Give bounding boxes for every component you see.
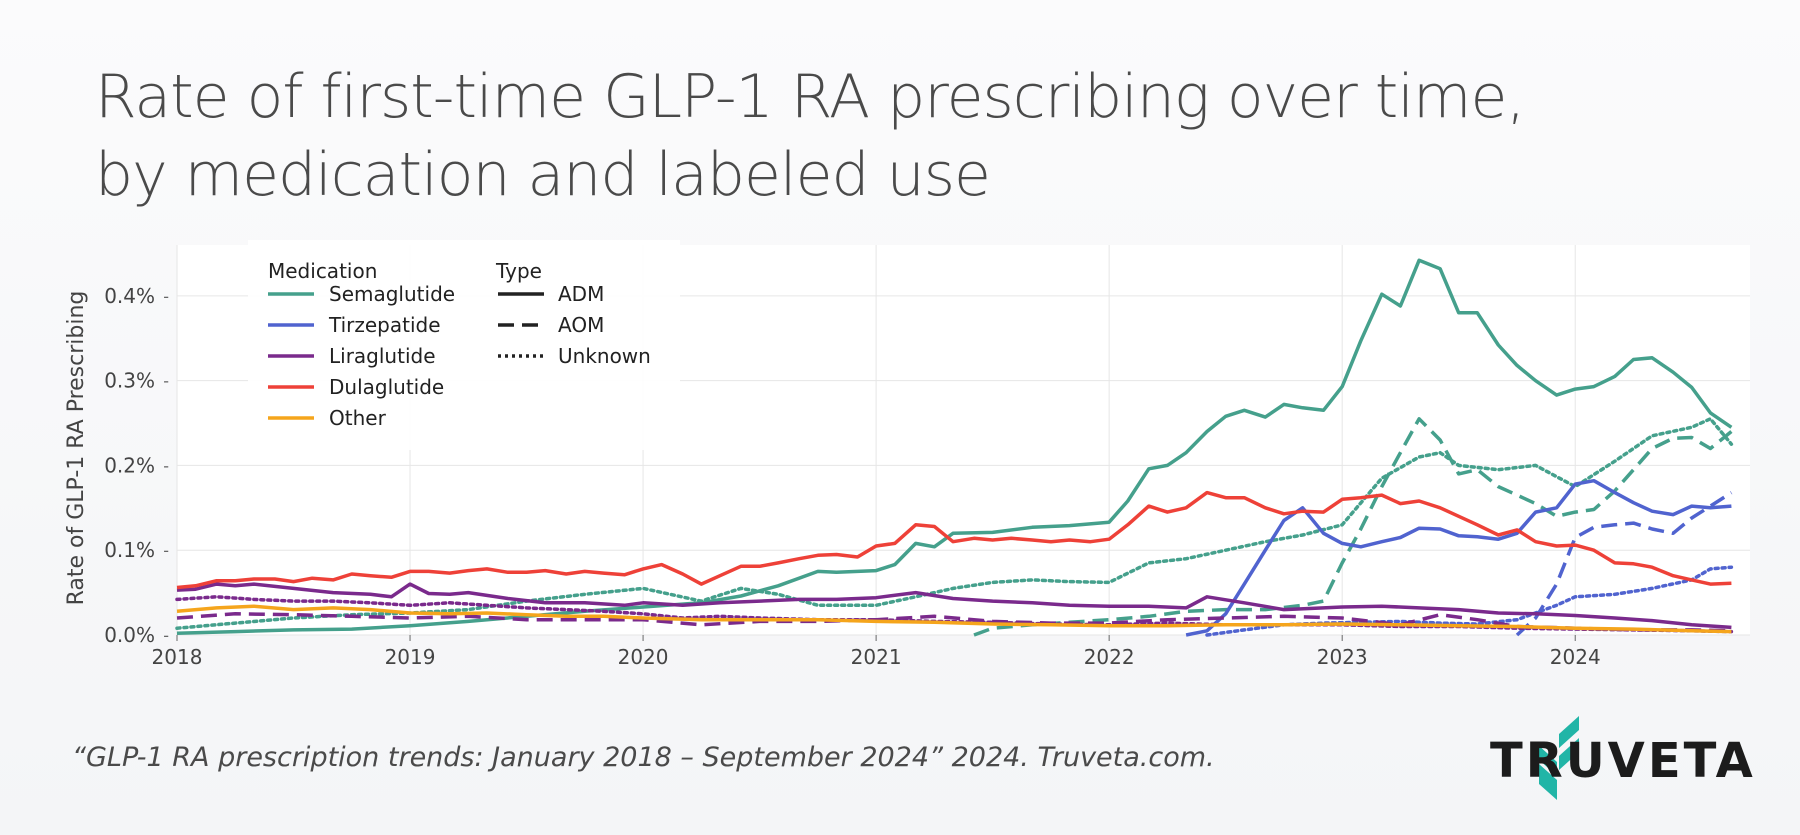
series-line-liraglutide-aom [176, 612, 1732, 633]
truveta-wordmark: TRUVETA [1490, 733, 1756, 789]
legend-label-unknown: Unknown [558, 344, 651, 368]
chart-title: Rate of first-time GLP-1 RA prescribing … [95, 58, 1525, 214]
x-tick-label: 2018 [152, 645, 203, 669]
y-tick-label: 0.4% [104, 284, 155, 308]
legend-type-title: Type [495, 259, 542, 283]
chart-title-line-1: Rate of first-time GLP-1 RA prescribing … [95, 62, 1525, 132]
citation: “GLP-1 RA prescription trends: January 2… [72, 742, 1215, 773]
y-tick-mark: - [163, 541, 169, 560]
y-tick-mark: - [163, 626, 169, 645]
y-tick-label: 0.3% [104, 369, 155, 393]
legend-label-liraglutide: Liraglutide [329, 344, 436, 368]
series-line-tirzepatide-adm [1185, 478, 1732, 637]
truveta-logo-icon [1537, 716, 1579, 800]
y-tick-mark: - [163, 372, 169, 391]
x-tick-label: 2021 [851, 645, 902, 669]
y-axis-label: Rate of GLP-1 RA Prescribing [64, 291, 89, 606]
y-tick-label: 0.2% [104, 453, 155, 477]
legend-label-other: Other [329, 406, 387, 430]
legend-medication-title: Medication [268, 259, 377, 283]
legend-background [248, 240, 680, 450]
legend-label-dulaglutide: Dulaglutide [329, 375, 444, 399]
series-line-liraglutide-adm [176, 582, 1732, 630]
y-tick-label: 0.0% [104, 623, 155, 647]
x-tick-label: 2019 [385, 645, 436, 669]
x-tick-label: 2023 [1317, 645, 1368, 669]
chart-title-line-2: by medication and labeled use [95, 140, 991, 210]
series-line-dulaglutide-adm [176, 490, 1732, 590]
x-tick-label: 2024 [1550, 645, 1601, 669]
legend-label-aom: AOM [558, 313, 604, 337]
series-line-semaglutide-aom [973, 417, 1733, 637]
legend-label-adm: ADM [558, 282, 604, 306]
y-tick-label: 0.1% [104, 538, 155, 562]
y-tick-mark: - [163, 456, 169, 475]
series-line-semaglutide-unknown [175, 417, 1734, 630]
legend-label-semaglutide: Semaglutide [329, 282, 455, 306]
legend-label-tirzepatide: Tirzepatide [328, 313, 441, 337]
x-tick-label: 2022 [1084, 645, 1135, 669]
series-line-tirzepatide-aom [1515, 491, 1733, 637]
line-chart: 0.0% -0.1% -0.2% -0.3% -0.4% -2018 2019 2020 202… [64, 240, 1750, 669]
y-tick-mark: - [163, 287, 169, 306]
x-tick-label: 2020 [618, 645, 669, 669]
legend: Medication Type Semaglutide Tirzepatide Li… [248, 240, 680, 450]
series-line-other-adm [176, 604, 1732, 634]
